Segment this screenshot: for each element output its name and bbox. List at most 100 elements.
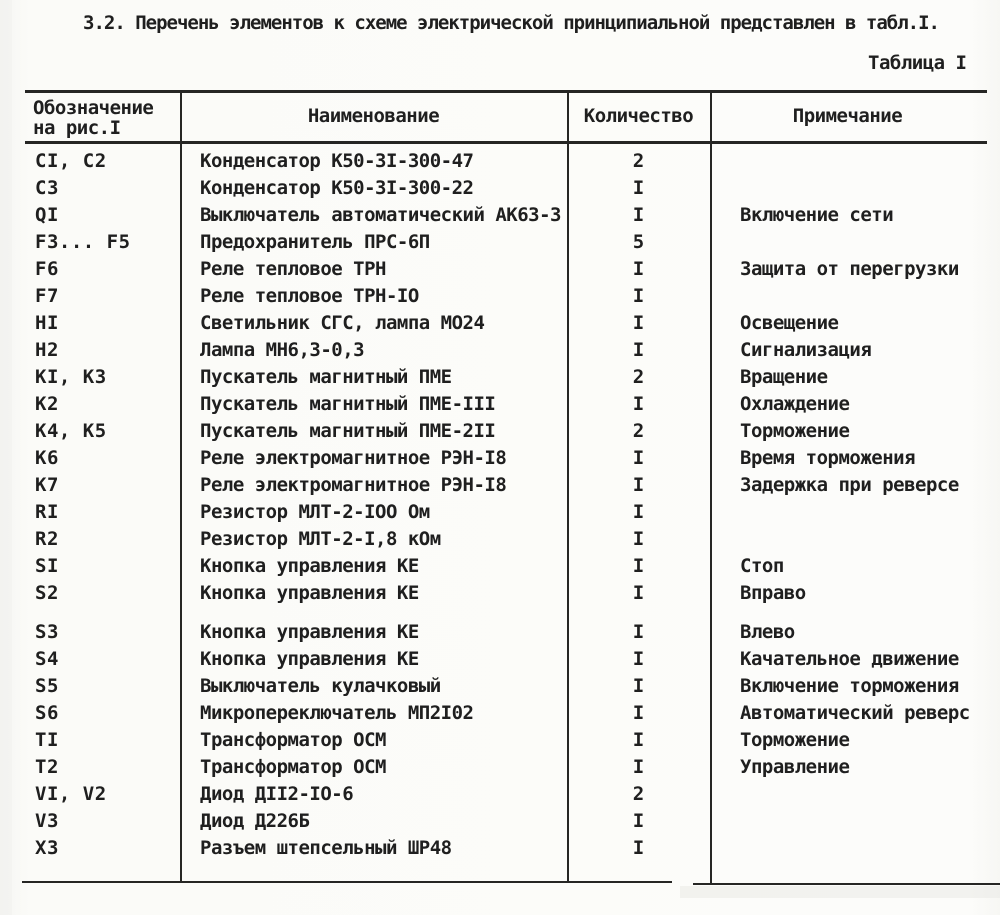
- elements-table: Обозначение на рис.I Наименование Количе…: [22, 90, 1000, 885]
- row-name: Конденсатор К50-3I-300-22: [200, 177, 474, 199]
- row-note: Торможение: [740, 729, 850, 751]
- row-name: Светильник СГС, лампа МО24: [200, 312, 485, 334]
- table-row: F7 Реле тепловое ТРН-IO I: [27, 283, 985, 310]
- row-quantity: 2: [632, 783, 645, 805]
- table-row: T2 Трансформатор ОСМ I Управление: [27, 754, 985, 781]
- row-note: [710, 229, 985, 256]
- table-row: F6 Реле тепловое ТРН I Защита от перегру…: [27, 256, 985, 283]
- row-note: Вправо: [740, 582, 806, 604]
- row-note: Вращение: [740, 366, 828, 388]
- row-designation: S4: [35, 648, 59, 670]
- row-note: Задержка при реверсе: [740, 474, 959, 496]
- row-quantity: 2: [632, 150, 645, 172]
- row-quantity: I: [632, 675, 645, 697]
- row-note: Время торможения: [740, 447, 916, 469]
- row-designation: SI: [35, 555, 59, 577]
- table-row: R2 Резистор МЛТ-2-I,8 кОм I: [27, 526, 985, 553]
- row-name: Микропереключатель МП2I02: [200, 702, 474, 724]
- row-designation: S6: [35, 702, 59, 724]
- row-quantity: I: [632, 258, 645, 280]
- row-note: Влево: [740, 621, 795, 643]
- row-note: Автоматический реверс: [740, 702, 970, 724]
- table-row: S6 Микропереключатель МП2I02 I Автоматич…: [27, 700, 985, 727]
- table-row: HI Светильник СГС, лампа МО24 I Освещени…: [27, 310, 985, 337]
- row-name: Кнопка управления КЕ: [200, 582, 419, 604]
- row-name: Предохранитель ПРС-6П: [200, 231, 430, 253]
- row-note: Качательное движение: [740, 648, 959, 670]
- row-name: Диод Д226Б: [200, 810, 310, 832]
- row-name: Кнопка управления КЕ: [200, 621, 419, 643]
- header-note: Примечание: [792, 105, 903, 127]
- row-designation: S3: [35, 621, 59, 643]
- row-name: Конденсатор К50-3I-300-47: [200, 150, 474, 172]
- table-row: V3 Диод Д226Б I: [27, 808, 985, 835]
- table-row: X3 Разъем штепсельный ШР48 I: [27, 835, 985, 862]
- row-quantity: I: [632, 582, 645, 604]
- row-name: Реле электромагнитное РЭН-I8: [200, 447, 507, 469]
- row-designation: QI: [35, 204, 59, 226]
- row-note: Охлаждение: [740, 393, 850, 415]
- row-name: Трансформатор ОСМ: [200, 729, 386, 751]
- row-quantity: I: [632, 810, 645, 832]
- row-name: Диод ДII2-IO-6: [200, 783, 354, 805]
- table-row: K7 Реле электромагнитное РЭН-I8 I Задерж…: [27, 472, 985, 499]
- row-designation: T2: [35, 756, 59, 778]
- row-designation: KI, K3: [35, 366, 107, 388]
- table-row: VI, V2 Диод ДII2-IO-6 2: [27, 781, 985, 808]
- table-row: C3 Конденсатор К50-3I-300-22 I: [27, 175, 985, 202]
- row-name: Реле электромагнитное РЭН-I8: [200, 474, 507, 496]
- row-name: Разъем штепсельный ШР48: [200, 837, 452, 859]
- table-row: TI Трансформатор ОСМ I Торможение: [27, 727, 985, 754]
- row-name: Выключатель кулачковый: [200, 675, 441, 697]
- row-note: [710, 499, 985, 526]
- table-row: K6 Реле электромагнитное РЭН-I8 I Время …: [27, 445, 985, 472]
- table-row: K2 Пускатель магнитный ПМЕ-III I Охлажде…: [27, 391, 985, 418]
- row-designation: HI: [35, 312, 59, 334]
- row-name: Пускатель магнитный ПМЕ-2II: [200, 420, 496, 442]
- header-name: Наименование: [307, 105, 440, 127]
- row-quantity: 2: [632, 420, 645, 442]
- table-row: S3 Кнопка управления КЕ I Влево: [27, 619, 985, 646]
- row-note: Стоп: [740, 555, 784, 577]
- table-bottom-rule-left: [22, 881, 672, 883]
- row-note: Включение торможения: [740, 675, 959, 697]
- table-bottom-rule-right: [693, 883, 1000, 885]
- table-row: RI Резистор МЛТ-2-IOO Ом I: [27, 499, 985, 526]
- row-name: Трансформатор ОСМ: [200, 756, 386, 778]
- row-name: Выключатель автоматический АК63-3: [200, 204, 562, 226]
- row-name: Пускатель магнитный ПМЕ-III: [200, 393, 496, 415]
- table-caption: Таблица I: [868, 52, 967, 74]
- table-body: CI, C2 Конденсатор К50-3I-300-47 2 C3 Ко…: [27, 148, 985, 862]
- row-name: Кнопка управления КЕ: [200, 648, 419, 670]
- header-divider-rule: [25, 141, 987, 144]
- row-note: Сигнализация: [740, 339, 872, 361]
- table-row: KI, K3 Пускатель магнитный ПМЕ 2 Вращени…: [27, 364, 985, 391]
- row-quantity: I: [632, 474, 645, 496]
- row-quantity: I: [632, 621, 645, 643]
- row-quantity: I: [632, 648, 645, 670]
- row-designation: X3: [35, 837, 59, 859]
- row-designation: F3... F5: [35, 231, 131, 253]
- row-name: Пускатель магнитный ПМЕ: [200, 366, 452, 388]
- row-note: [710, 808, 985, 835]
- row-designation: K6: [35, 447, 59, 469]
- table-row: CI, C2 Конденсатор К50-3I-300-47 2: [27, 148, 985, 175]
- header-designation: Обозначение на рис.I: [33, 97, 154, 139]
- row-designation: CI, C2: [35, 150, 107, 172]
- row-note: Освещение: [740, 312, 839, 334]
- table-row: QI Выключатель автоматический АК63-3 I В…: [27, 202, 985, 229]
- row-designation: S5: [35, 675, 59, 697]
- row-name: Лампа МН6,3-0,3: [200, 339, 365, 361]
- row-name: Резистор МЛТ-2-IOO Ом: [200, 501, 430, 523]
- row-designation: K4, K5: [35, 420, 107, 442]
- row-note: Управление: [740, 756, 850, 778]
- column-divider-2: [567, 90, 569, 881]
- row-designation: RI: [35, 501, 59, 523]
- column-divider-3: [710, 90, 712, 883]
- row-designation: C3: [35, 177, 59, 199]
- row-quantity: 2: [632, 366, 645, 388]
- row-quantity: 5: [632, 231, 645, 253]
- row-name: Кнопка управления КЕ: [200, 555, 419, 577]
- row-quantity: I: [632, 555, 645, 577]
